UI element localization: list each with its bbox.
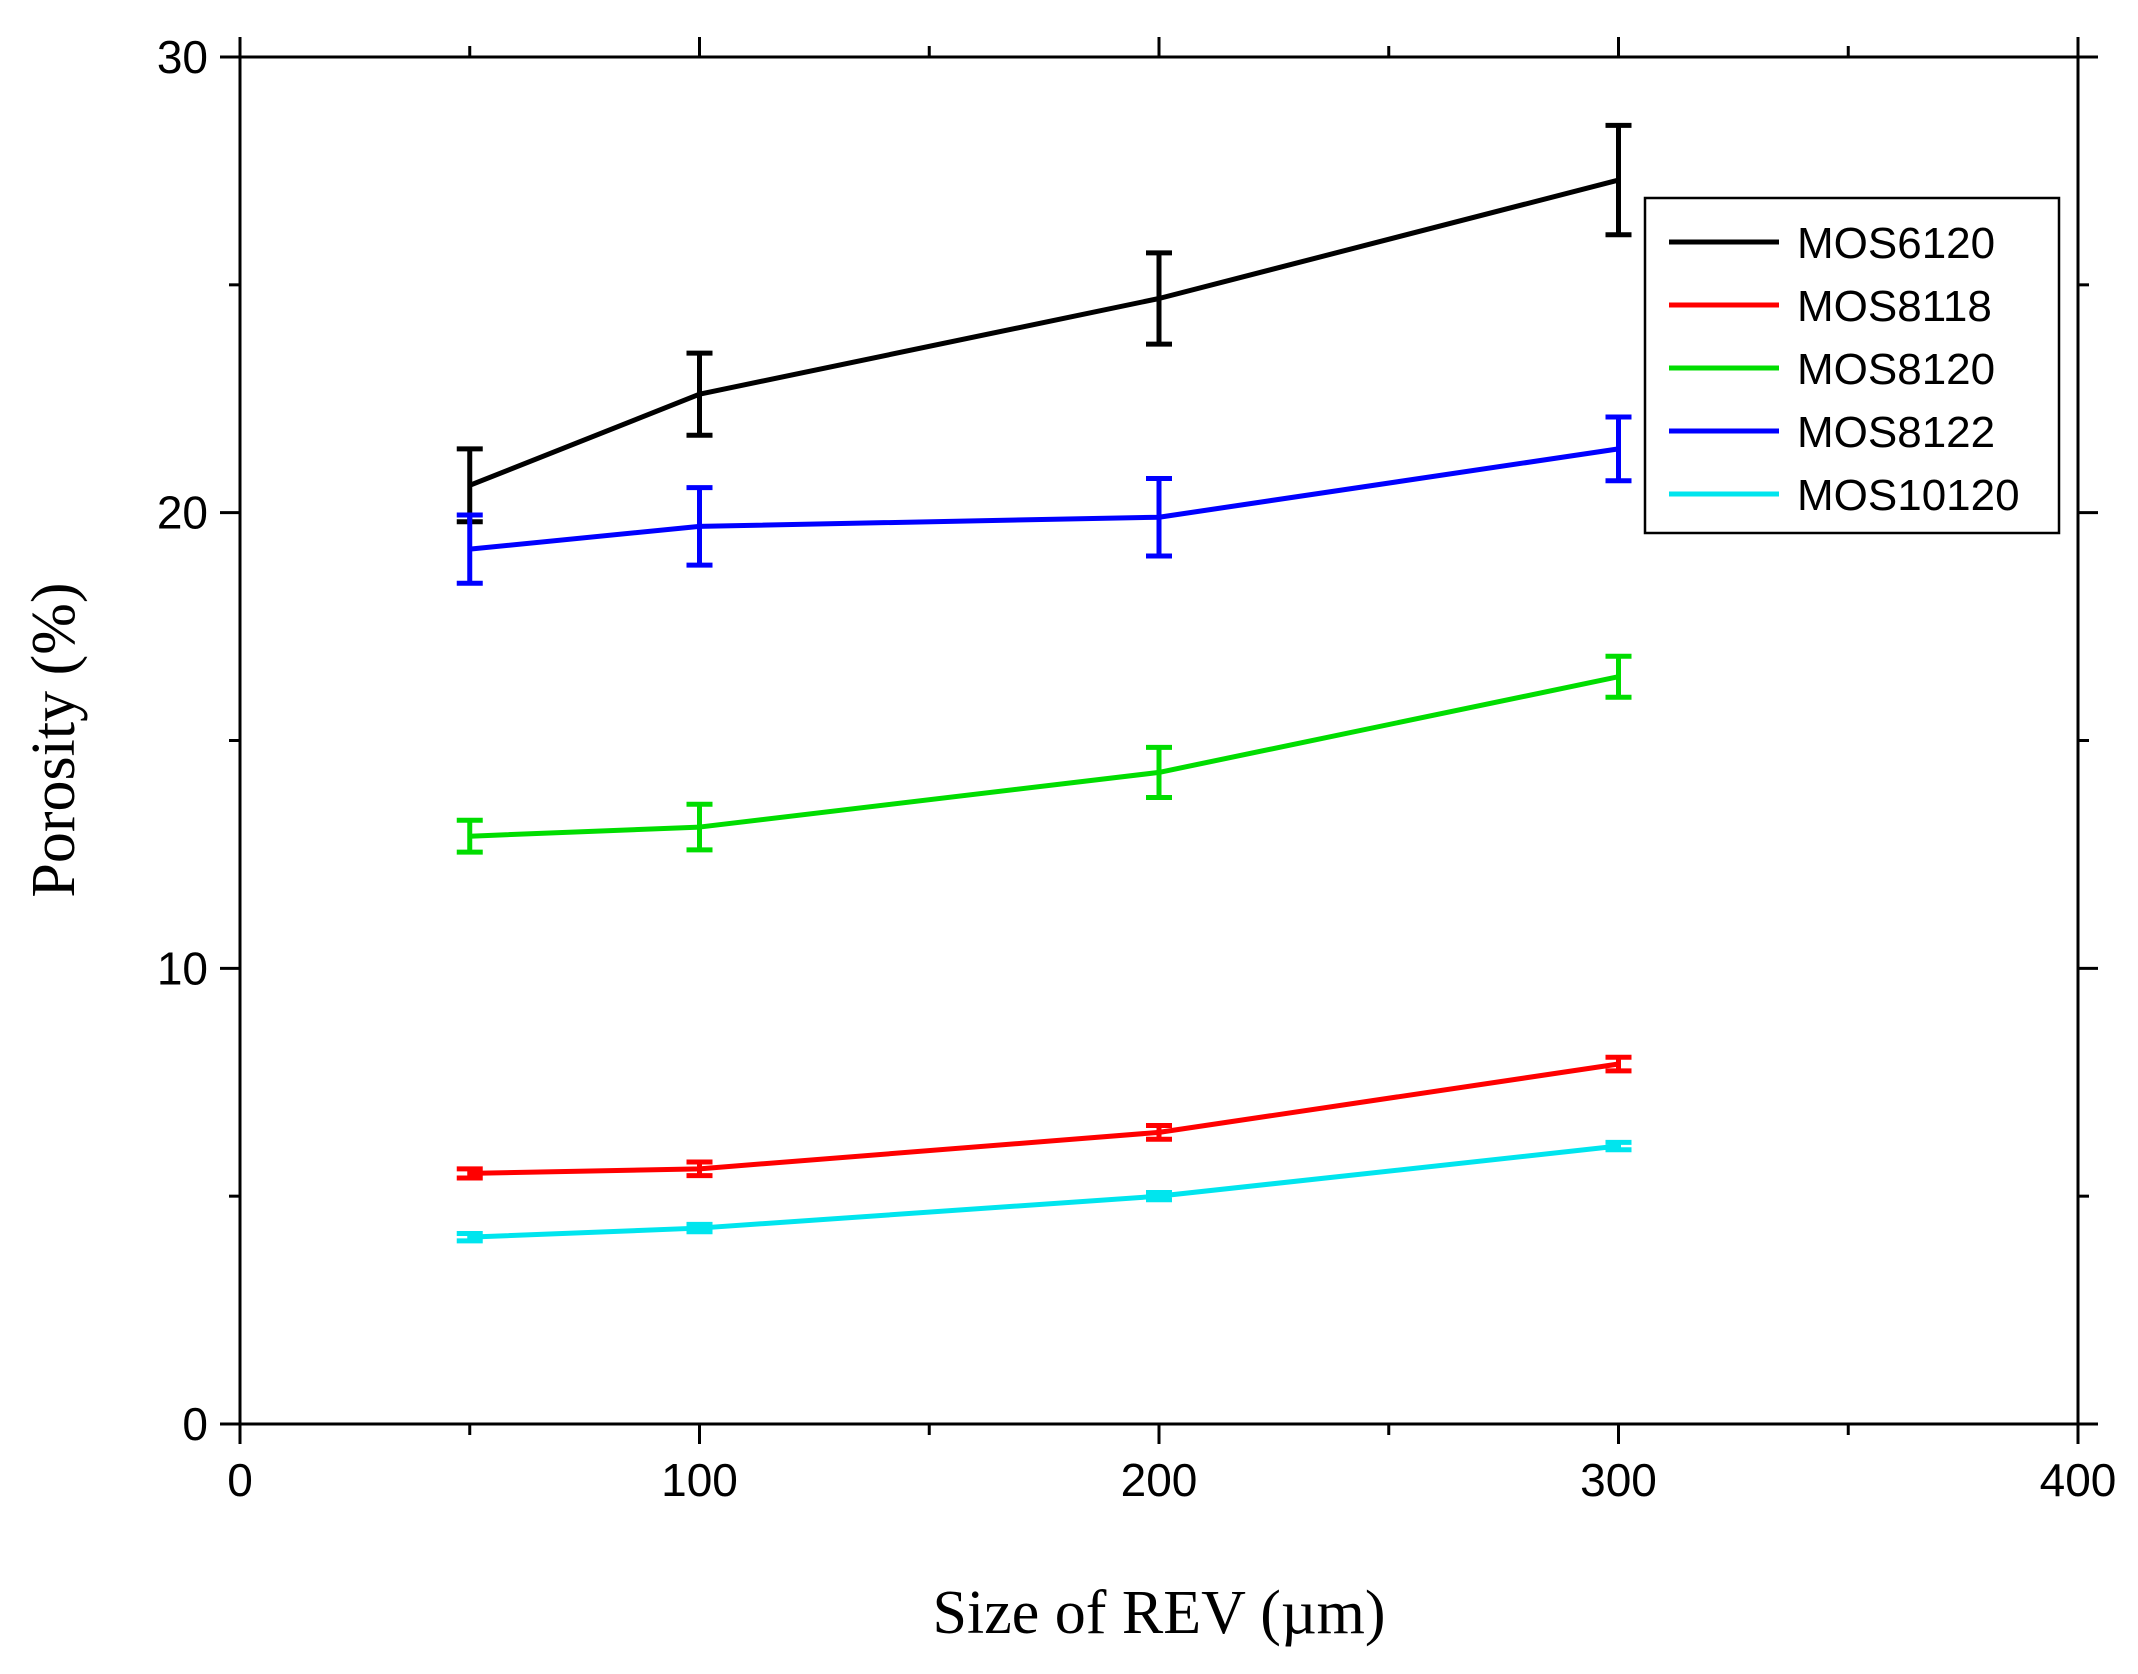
series-line: [468, 177, 1620, 488]
error-bar: [1146, 1123, 1172, 1142]
x-tick-label: 0: [227, 1454, 253, 1506]
error-bar: [686, 350, 713, 438]
error-bar: [1605, 122, 1632, 238]
x-tick-label: 200: [1121, 1454, 1198, 1506]
series-mos10120: [456, 1139, 1632, 1244]
y-tick-label: 0: [182, 1398, 208, 1450]
legend-entry-mos8120: MOS8120: [1669, 345, 1995, 394]
legend-entry-mos6120: MOS6120: [1669, 219, 1995, 268]
legend-label: MOS8118: [1797, 282, 1992, 331]
legend-entry-mos10120: MOS10120: [1669, 471, 2020, 520]
series-line: [469, 446, 1619, 552]
error-bar: [1605, 1139, 1632, 1153]
legend-label: MOS6120: [1797, 219, 1995, 268]
x-axis-title: Size of REV (µm): [932, 1579, 1385, 1647]
error-bar: [456, 512, 483, 586]
error-bar: [686, 1221, 713, 1235]
series-line: [469, 674, 1620, 839]
legend-entry-mos8118: MOS8118: [1669, 282, 1992, 331]
x-tick-label: 400: [2040, 1454, 2117, 1506]
error-bar: [1605, 414, 1632, 484]
legend-entry-mos8122: MOS8122: [1669, 408, 1995, 457]
y-axis-title: Porosity (%): [20, 582, 88, 897]
y-tick-label: 30: [157, 31, 208, 83]
y-tick-label: 10: [157, 942, 208, 994]
y-tick-label: 20: [157, 487, 208, 539]
series-layer: [456, 122, 1632, 1244]
error-bar: [1146, 744, 1172, 800]
legend-label: MOS10120: [1797, 471, 2020, 520]
series-mos8118: [456, 1054, 1632, 1181]
x-tick-label: 100: [661, 1454, 738, 1506]
series-mos8120: [456, 653, 1632, 855]
series-mos6120: [456, 122, 1632, 525]
series-line: [469, 1061, 1619, 1176]
axis-tick-labels: 0 100 200 300 400 0 10 20 30: [157, 31, 2117, 1506]
legend-label: MOS8120: [1797, 345, 1995, 394]
legend: MOS6120 MOS8118 MOS8120 MOS8122 MOS10120: [1643, 196, 2061, 535]
legend-label: MOS8122: [1797, 408, 1995, 457]
series-line: [469, 1143, 1619, 1240]
series-mos8122: [456, 414, 1632, 586]
x-tick-label: 300: [1580, 1454, 1657, 1506]
error-bar: [1605, 653, 1632, 700]
error-bar: [1605, 1054, 1632, 1074]
error-bar: [456, 1231, 483, 1244]
error-bar: [686, 1159, 713, 1179]
axis-ticks: [220, 37, 2098, 1444]
error-bar: [1146, 1190, 1172, 1203]
error-bar: [1146, 475, 1172, 559]
error-bar: [1146, 250, 1172, 347]
error-bar: [686, 801, 713, 853]
error-bar: [456, 817, 483, 855]
error-bar: [686, 485, 713, 568]
error-bar: [456, 1166, 483, 1181]
error-bar: [456, 446, 483, 525]
